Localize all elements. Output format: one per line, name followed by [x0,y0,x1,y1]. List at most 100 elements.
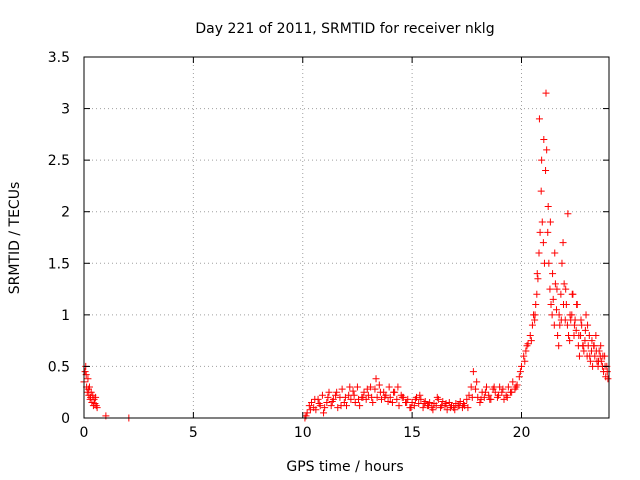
data-point [85,383,93,391]
data-point [486,395,494,403]
data-point [548,311,556,319]
data-point [528,321,536,329]
data-point [303,409,311,417]
data-point [451,406,459,414]
x-tick-label: 20 [513,425,531,441]
data-point [588,337,596,345]
data-point [538,156,546,164]
data-point [460,400,468,408]
x-tick-label: 5 [189,425,198,441]
x-axis-label: GPS time / hours [286,459,403,475]
data-point [545,259,553,267]
data-point [592,347,600,355]
data-point [446,404,454,412]
y-tick-label: 2.5 [48,153,70,169]
y-axis-label: SRMTID / TECUs [7,182,23,295]
data-point [328,397,336,405]
data-point [311,395,319,403]
data-point [542,166,550,174]
data-point [404,395,412,403]
data-point [375,381,383,389]
data-point [580,347,588,355]
data-point [363,385,371,393]
data-point [581,326,589,334]
data-point [381,393,389,401]
data-point [442,400,450,408]
data-point [394,383,402,391]
data-point [332,391,340,399]
data-point [578,321,586,329]
data-point [518,362,525,370]
y-tick-label: 0.5 [48,359,70,375]
data-point [581,337,589,345]
data-point [590,342,598,350]
x-tick-label: 15 [403,425,421,441]
data-point [604,375,612,383]
data-point [92,393,100,401]
data-point [584,321,592,329]
data-point [346,383,354,391]
data-point [411,395,419,403]
data-point [527,337,535,345]
data-point [537,187,545,195]
data-point [559,239,567,247]
data-point [419,404,427,412]
data-point [560,280,568,288]
data-point [557,316,565,324]
data-point [467,383,475,391]
data-point [532,301,540,309]
data-point [495,391,503,399]
data-point [81,368,89,376]
y-tick-label: 0 [61,411,70,427]
data-point [472,385,480,393]
data-point [350,391,358,399]
data-point [512,383,520,391]
data-point [577,316,585,324]
data-point [585,331,593,339]
data-point [499,385,507,393]
data-point [538,218,546,226]
data-point [355,395,363,403]
data-point [520,352,528,360]
data-point [320,409,328,417]
axis-ticks [83,56,609,419]
data-point [597,342,605,350]
data-point [547,301,555,309]
data-point [306,406,314,414]
data-point [603,368,611,376]
data-point [426,399,434,407]
data-point [508,388,516,396]
data-point [542,89,550,97]
data-point [533,270,541,278]
data-point [473,378,481,386]
data-point [522,347,530,355]
data-point [564,210,572,218]
data-point [481,388,489,396]
data-point [338,385,346,393]
data-point [555,342,563,350]
data-point [498,388,506,396]
data-point [308,399,315,407]
data-point [573,301,581,309]
data-point [368,393,376,401]
data-point [543,146,551,154]
data-point [509,378,517,386]
plot-frame [83,56,610,419]
data-point [535,249,543,257]
data-point [586,352,594,360]
y-tick-labels: 0 0.5 1 1.5 2 2.5 3 3.5 [48,50,70,427]
data-point [425,402,433,410]
data-point [433,393,441,401]
data-point [369,399,377,407]
data-point [544,228,552,236]
data-point [341,393,349,401]
data-point [395,402,403,410]
data-point [323,399,331,407]
data-point [586,357,594,365]
data-point [485,391,493,399]
data-point [568,290,576,298]
data-point [321,404,329,412]
data-point [599,352,607,360]
data-point [416,391,424,399]
